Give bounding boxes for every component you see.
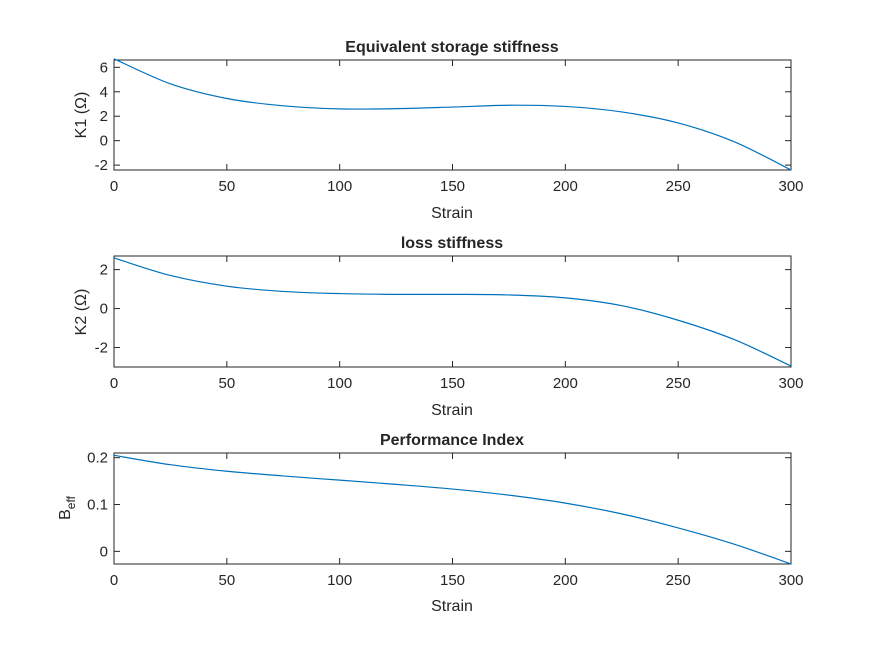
subplot-3-title: Performance Index <box>380 432 524 449</box>
subplot-1-ytick-label-2: 2 <box>100 108 108 125</box>
subplot-3-ytick-label-2: 0.2 <box>87 450 108 467</box>
subplot-3-xtick-label-6: 300 <box>778 572 803 589</box>
subplot-3-ytick-label-0: 0 <box>100 543 108 560</box>
subplot-1-xtick-label-5: 250 <box>666 178 691 195</box>
subplot-1-xlabel: Strain <box>431 205 473 222</box>
subplot-3-xtick-label-4: 200 <box>553 572 578 589</box>
subplot-2-ytick-label-0: -2 <box>95 340 108 357</box>
subplot-1-xtick-label-4: 200 <box>553 178 578 195</box>
subplot-1-ytick-label-0: -2 <box>95 157 108 174</box>
subplot-3-ylabel: Beff <box>57 495 78 519</box>
subplot-1-title: Equivalent storage stiffness <box>345 39 558 56</box>
subplot-1-ytick-label-4: 6 <box>100 59 108 76</box>
subplot-loss-stiffness: loss stiffness 0 50 100 150 200 250 300 -2 0 2 St… <box>73 235 804 419</box>
subplot-2-xtick-label-3: 150 <box>440 375 465 392</box>
subplot-2-xtick-label-4: 200 <box>553 375 578 392</box>
subplot-2-title: loss stiffness <box>401 235 503 252</box>
subplot-3-ytick-label-1: 0.1 <box>87 497 108 514</box>
subplot-1-ytick-label-1: 0 <box>100 133 108 150</box>
subplot-3-xtick-label-0: 0 <box>110 572 118 589</box>
subplot-3-xlabel: Strain <box>431 598 473 615</box>
subplot-storage-stiffness: Equivalent storage stiffness 0 50 100 150 20… <box>73 39 804 222</box>
subplot-2-series-line <box>113 257 792 367</box>
subplot-3-xtick-label-1: 50 <box>218 572 235 589</box>
subplot-2-axes <box>113 255 792 368</box>
subplot-1-ytick-label-3: 4 <box>100 84 108 101</box>
subplot-1-xtick-label-6: 300 <box>778 178 803 195</box>
subplot-3-xtick-label-5: 250 <box>666 572 691 589</box>
subplot-3-ylabel-subscript: eff <box>64 495 78 509</box>
subplot-1-ylabel: K1 (Ω) <box>73 92 90 139</box>
subplot-2-xtick-label-5: 250 <box>666 375 691 392</box>
subplot-2-ticks: 0 50 100 150 200 250 300 -2 0 2 <box>95 256 804 392</box>
subplot-3-ylabel-main: B <box>57 509 74 520</box>
subplot-1-xtick-label-3: 150 <box>440 178 465 195</box>
subplot-2-ytick-label-2: 2 <box>100 262 108 279</box>
subplot-3-ticks: 0 50 100 150 200 250 300 0 0.1 0.2 <box>87 450 803 589</box>
subplot-3-series-line <box>113 454 792 565</box>
subplot-2-xtick-label-0: 0 <box>110 375 118 392</box>
subplot-2-xtick-label-2: 100 <box>327 375 352 392</box>
subplot-performance-index: Performance Index 0 50 100 150 200 250 300 0 0.1… <box>57 432 804 615</box>
subplot-3-xtick-label-3: 150 <box>440 572 465 589</box>
subplot-3-xtick-label-2: 100 <box>327 572 352 589</box>
subplot-2-ytick-label-1: 0 <box>100 301 108 318</box>
subplot-1-xtick-label-2: 100 <box>327 178 352 195</box>
subplot-1-axes <box>113 59 792 171</box>
subplot-2-xtick-label-6: 300 <box>778 375 803 392</box>
subplot-2-ylabel: K2 (Ω) <box>73 289 90 336</box>
subplot-1-series-line <box>113 58 792 171</box>
subplot-1-xtick-label-1: 50 <box>218 178 235 195</box>
subplot-1-xtick-label-0: 0 <box>110 178 118 195</box>
subplot-2-xtick-label-1: 50 <box>218 375 235 392</box>
subplot-2-xlabel: Strain <box>431 402 473 419</box>
